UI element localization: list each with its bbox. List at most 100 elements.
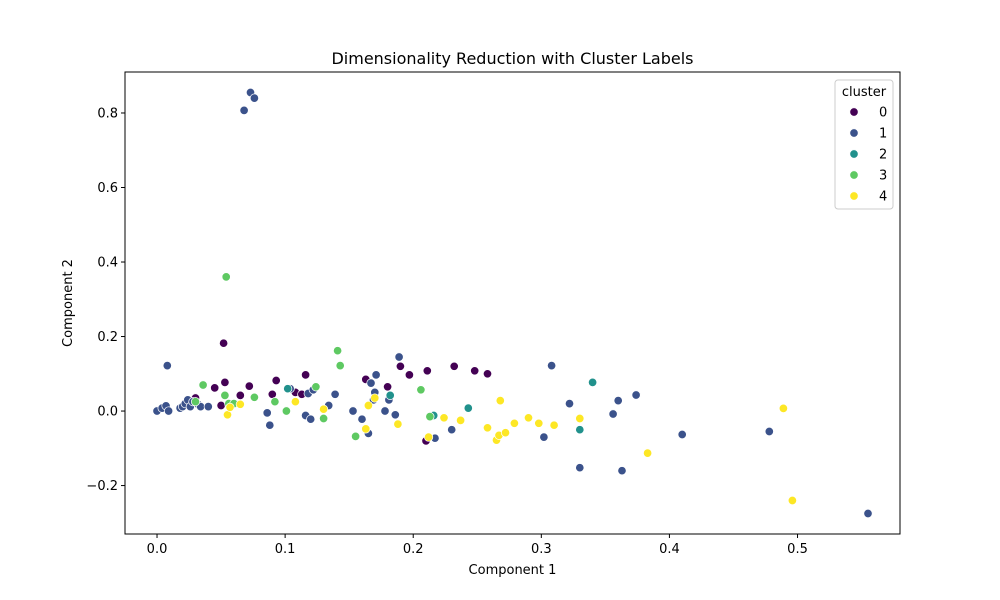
y-tick-label: 0.6 — [97, 181, 118, 196]
data-point-cluster-1-27 — [357, 414, 367, 424]
data-point-cluster-3-13 — [351, 431, 361, 441]
data-point-cluster-0-14 — [404, 370, 414, 380]
data-point-cluster-0-13 — [395, 361, 405, 371]
data-point-cluster-4-7 — [370, 393, 380, 403]
data-point-cluster-2-1 — [385, 390, 395, 400]
data-point-cluster-1-46 — [631, 390, 641, 400]
data-point-cluster-3-10 — [281, 406, 291, 416]
data-point-cluster-1-7 — [164, 406, 174, 416]
data-point-cluster-3-8 — [249, 392, 259, 402]
data-point-cluster-4-0 — [222, 410, 233, 420]
data-point-cluster-4-21 — [575, 413, 585, 424]
y-axis-label: Component 2 — [61, 259, 76, 347]
data-point-cluster-0-3 — [244, 381, 254, 391]
data-point-cluster-4-15 — [495, 396, 505, 406]
data-point-cluster-4-23 — [778, 403, 788, 413]
data-point-cluster-0-16 — [449, 361, 459, 371]
data-point-cluster-1-48 — [764, 426, 774, 437]
legend-marker-0 — [849, 107, 859, 117]
data-point-cluster-0-10 — [301, 370, 311, 380]
x-axis-label: Component 1 — [469, 563, 557, 578]
data-point-cluster-3-3 — [198, 380, 208, 390]
data-point-cluster-1-45 — [617, 466, 627, 476]
data-point-cluster-4-10 — [439, 413, 449, 423]
data-point-cluster-4-2 — [235, 399, 245, 409]
data-point-cluster-2-0 — [283, 384, 293, 394]
data-point-cluster-4-1 — [225, 402, 235, 412]
legend-marker-2 — [849, 149, 859, 159]
data-point-cluster-1-39 — [539, 432, 549, 442]
data-point-cluster-1-22 — [306, 414, 316, 424]
data-point-cluster-0-1 — [220, 377, 230, 387]
x-tick-label: 0.2 — [403, 542, 424, 557]
data-point-cluster-1-26 — [348, 406, 358, 416]
data-point-cluster-3-15 — [425, 412, 435, 422]
data-point-cluster-3-14 — [416, 385, 426, 395]
y-tick-label: −0.2 — [86, 479, 118, 494]
data-point-cluster-4-4 — [319, 404, 329, 414]
data-point-cluster-3-2 — [335, 361, 345, 371]
data-point-cluster-4-19 — [534, 418, 544, 428]
data-point-cluster-1-41 — [564, 399, 575, 409]
data-point-cluster-3-0 — [221, 272, 231, 282]
data-point-cluster-4-12 — [482, 423, 493, 433]
legend-label-0: 0 — [879, 106, 887, 121]
data-point-cluster-1-1 — [249, 93, 259, 103]
data-point-cluster-1-18 — [265, 420, 275, 430]
x-axis: 0.0 0.1 0.2 0.3 0.4 0.5 — [147, 534, 808, 557]
x-tick-label: 0.4 — [659, 542, 680, 557]
data-point-cluster-1-49 — [863, 508, 873, 519]
y-tick-label: 0.8 — [97, 106, 118, 121]
data-point-cluster-1-44 — [613, 396, 623, 406]
x-tick-label: 0.1 — [275, 542, 296, 557]
data-point-cluster-1-25 — [330, 389, 340, 399]
data-point-cluster-4-9 — [424, 432, 434, 442]
data-point-cluster-0-0 — [219, 338, 229, 348]
x-tick-label: 0.5 — [787, 542, 808, 557]
plot-frame — [124, 71, 901, 535]
data-point-cluster-4-16 — [500, 428, 511, 438]
data-point-cluster-1-31 — [371, 370, 381, 380]
data-point-cluster-0-5 — [235, 390, 245, 400]
data-point-cluster-0-12 — [383, 382, 393, 392]
data-point-cluster-0-2 — [210, 383, 220, 393]
points-layer — [152, 87, 873, 519]
data-point-cluster-4-6 — [363, 400, 373, 411]
data-point-cluster-4-18 — [523, 413, 534, 423]
legend-marker-1 — [849, 128, 859, 138]
data-point-cluster-3-5 — [220, 390, 230, 400]
data-point-cluster-1-47 — [677, 429, 687, 440]
data-point-cluster-1-16 — [203, 402, 213, 412]
data-point-cluster-3-4 — [190, 397, 201, 407]
data-point-cluster-0-15 — [422, 366, 432, 376]
data-point-cluster-1-43 — [608, 409, 618, 419]
legend: cluster 0 1 2 3 4 — [834, 79, 894, 210]
legend-label-1: 1 — [879, 127, 887, 142]
data-point-cluster-0-18 — [482, 369, 493, 379]
data-point-cluster-4-8 — [393, 419, 403, 429]
legend-label-2: 2 — [879, 148, 887, 163]
legend-title: cluster — [842, 85, 887, 100]
chart-title: Dimensionality Reduction with Cluster La… — [331, 49, 693, 68]
data-point-cluster-1-42 — [575, 463, 585, 473]
data-point-cluster-3-9 — [270, 397, 280, 407]
data-point-cluster-2-4 — [575, 425, 585, 435]
data-point-cluster-0-7 — [271, 375, 281, 386]
data-point-cluster-1-33 — [380, 406, 390, 416]
y-tick-label: 0.2 — [97, 330, 118, 345]
data-point-cluster-1-35 — [390, 410, 400, 420]
data-point-cluster-1-3 — [162, 361, 172, 371]
data-point-cluster-0-4 — [216, 400, 226, 411]
legend-label-3: 3 — [879, 169, 887, 184]
legend-label-4: 4 — [879, 190, 887, 205]
data-point-cluster-1-2 — [239, 105, 249, 115]
y-axis: −0.2 0.0 0.2 0.4 0.6 0.8 — [86, 106, 125, 494]
x-tick-label: 0.0 — [147, 542, 168, 557]
data-point-cluster-4-20 — [549, 420, 559, 430]
data-point-cluster-4-24 — [787, 495, 797, 506]
data-point-cluster-4-3 — [290, 397, 300, 407]
data-point-cluster-4-17 — [509, 418, 519, 428]
y-tick-label: 0.0 — [97, 405, 118, 420]
